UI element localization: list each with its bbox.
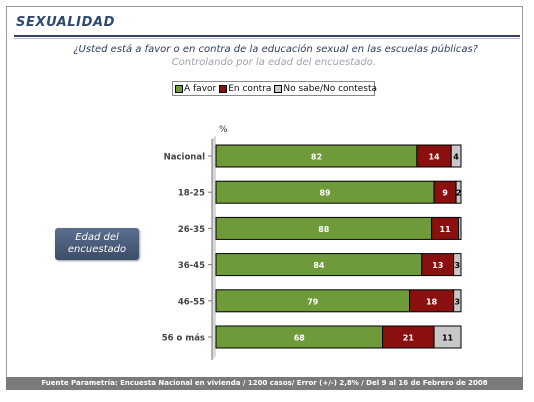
source-footer: Fuente Parametría: Encuesta Nacional en …: [6, 377, 523, 390]
category-label: 46-55: [178, 297, 205, 307]
category-label: 56 o más: [162, 334, 205, 344]
bar-value-label: 21: [403, 334, 415, 343]
legend-swatch-no-sabe: [274, 84, 283, 93]
bar-segment: [453, 253, 462, 277]
legend-swatch-a-favor: [175, 84, 183, 93]
category-label: 36-45: [178, 261, 205, 271]
legend-item-a-favor: A favor: [175, 84, 216, 94]
bar-value-label: 14: [428, 153, 440, 162]
header-divider: [14, 35, 520, 37]
bar-segment: [458, 216, 462, 240]
legend-label-a-favor: A favor: [184, 83, 217, 94]
legend-label-en-contra: En contra: [228, 83, 272, 94]
bar-segment: [433, 325, 462, 349]
legend-item-no-sabe: No sabe/No contesta: [274, 84, 377, 94]
page-title: SEXUALIDAD: [16, 15, 116, 30]
bar-value-label: 3: [455, 261, 461, 270]
bar-value-label: 89: [319, 189, 331, 198]
badge-line-2: encuestado: [67, 244, 127, 255]
category-label: 26-35: [178, 225, 205, 235]
survey-subtitle: Controlando por la edad del encuestado.: [171, 57, 376, 68]
badge-line-1: Edad del: [75, 232, 119, 243]
bar-value-label: 11: [440, 225, 452, 234]
bar-value-label: 88: [318, 225, 330, 234]
category-label: 18-25: [178, 189, 205, 199]
legend-swatch-en-contra: [219, 84, 228, 93]
header-divider-accent: [14, 38, 520, 39]
bar-value-label: 68: [294, 334, 306, 343]
axis-depth-face: [212, 135, 216, 360]
age-group-badge: Edad del encuestado: [55, 228, 139, 260]
bar-value-label: 18: [426, 297, 438, 306]
axis-unit-label: %: [219, 125, 228, 135]
chart-legend: A favor En contra No sabe/No contesta: [172, 81, 377, 96]
bar-segment: [455, 180, 462, 204]
bar-value-label: 9: [442, 189, 448, 198]
bar-value-label: 11: [442, 334, 454, 343]
bar-value-label: 3: [455, 297, 461, 306]
survey-question: ¿Usted está a favor o en contra de la ed…: [73, 44, 478, 55]
bar-value-label: 84: [313, 261, 325, 270]
bar-segment: [450, 144, 462, 168]
bar-value-label: 13: [432, 261, 443, 270]
legend-label-no-sabe: No sabe/No contesta: [283, 83, 378, 94]
bar-value-label: 4: [453, 153, 459, 162]
category-label: Nacional: [164, 153, 205, 163]
bar-value-label: 2: [456, 189, 462, 198]
bar-segment: [453, 289, 462, 313]
legend-item-en-contra: En contra: [219, 84, 271, 94]
bar-value-label: 82: [311, 153, 322, 162]
bar-value-label: 79: [307, 297, 319, 306]
